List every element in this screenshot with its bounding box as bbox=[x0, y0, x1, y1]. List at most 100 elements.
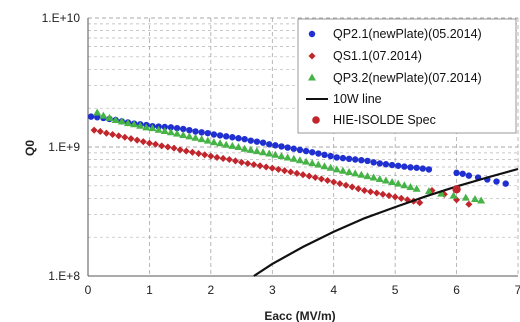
data-point bbox=[246, 145, 255, 153]
data-point bbox=[231, 157, 239, 165]
data-point bbox=[375, 174, 384, 182]
data-point bbox=[459, 170, 466, 177]
data-point bbox=[176, 146, 184, 154]
data-point bbox=[182, 147, 190, 155]
data-point bbox=[453, 169, 460, 177]
data-point bbox=[266, 141, 273, 148]
y-tick-label: 1.E+10 bbox=[42, 11, 81, 25]
data-point bbox=[465, 200, 473, 208]
x-tick-label: 5 bbox=[392, 283, 399, 297]
legend-marker-qp32 bbox=[308, 73, 316, 81]
data-point bbox=[354, 185, 362, 193]
data-point bbox=[166, 128, 175, 136]
data-point bbox=[250, 161, 258, 169]
data-point bbox=[351, 169, 360, 177]
data-point bbox=[379, 190, 387, 198]
data-point bbox=[105, 113, 114, 121]
data-point bbox=[241, 135, 248, 143]
data-point bbox=[373, 189, 381, 197]
data-point bbox=[419, 165, 426, 172]
data-point bbox=[272, 142, 279, 149]
data-point bbox=[416, 199, 424, 207]
data-point bbox=[287, 168, 295, 176]
legend-label-qp32: QP3.2(newPlate)(07.2014) bbox=[333, 71, 482, 85]
data-point bbox=[152, 140, 160, 148]
data-point bbox=[317, 175, 325, 183]
data-point bbox=[302, 157, 311, 165]
data-point bbox=[363, 172, 372, 180]
data-point bbox=[133, 136, 141, 144]
legend-label-qs11: QS1.1(07.2014) bbox=[333, 49, 422, 63]
data-point bbox=[358, 157, 365, 164]
data-point bbox=[345, 168, 354, 176]
data-point bbox=[289, 154, 298, 162]
x-axis-title: Eacc (MV/m) bbox=[264, 309, 335, 322]
data-point bbox=[216, 139, 225, 147]
data-point bbox=[154, 125, 163, 133]
x-tick-label: 4 bbox=[330, 283, 337, 297]
data-point bbox=[413, 164, 420, 171]
data-point bbox=[262, 163, 270, 171]
data-point bbox=[99, 111, 108, 119]
data-point bbox=[145, 139, 153, 147]
data-point bbox=[342, 181, 350, 189]
data-point bbox=[136, 121, 145, 129]
data-point bbox=[308, 159, 317, 167]
data-series bbox=[87, 108, 519, 277]
data-point bbox=[305, 172, 313, 180]
data-point bbox=[247, 137, 254, 144]
data-point bbox=[96, 127, 104, 135]
legend-box bbox=[297, 18, 517, 134]
x-tick-labels: 0 1 2 3 4 5 6 7 bbox=[85, 283, 520, 297]
data-point bbox=[391, 193, 399, 201]
data-point bbox=[400, 181, 409, 189]
data-point bbox=[339, 154, 347, 162]
data-point bbox=[452, 185, 461, 194]
data-point bbox=[203, 136, 212, 144]
data-point bbox=[315, 150, 322, 157]
data-point bbox=[407, 164, 414, 171]
data-point bbox=[195, 149, 203, 158]
data-point bbox=[180, 125, 187, 133]
data-point bbox=[238, 158, 246, 166]
data-point bbox=[127, 135, 135, 143]
data-point bbox=[188, 148, 196, 156]
data-point bbox=[465, 172, 473, 179]
y-tick-label: 1.E+8 bbox=[48, 269, 80, 283]
data-point bbox=[207, 152, 215, 160]
data-point bbox=[102, 129, 110, 137]
data-point bbox=[210, 131, 218, 138]
data-point bbox=[223, 133, 230, 140]
y-axis-title: Q0 bbox=[23, 140, 37, 156]
data-point bbox=[345, 155, 353, 163]
data-point bbox=[449, 191, 458, 199]
data-point bbox=[394, 179, 403, 187]
data-point bbox=[283, 153, 292, 161]
data-point bbox=[352, 156, 359, 163]
data-point bbox=[229, 134, 236, 141]
data-point bbox=[209, 138, 218, 146]
data-point bbox=[357, 170, 366, 178]
data-point bbox=[277, 152, 286, 160]
data-point bbox=[252, 147, 261, 155]
series-line-10w bbox=[253, 167, 519, 277]
data-point bbox=[424, 187, 433, 195]
y-tick-label: 1.E+9 bbox=[48, 140, 80, 154]
data-point bbox=[324, 176, 332, 185]
data-point bbox=[192, 128, 199, 135]
data-point bbox=[274, 165, 282, 173]
data-point bbox=[461, 193, 470, 201]
data-point bbox=[284, 144, 291, 151]
data-point bbox=[314, 160, 323, 168]
data-point bbox=[369, 173, 378, 181]
data-point bbox=[139, 138, 147, 146]
data-point bbox=[235, 135, 242, 142]
data-point bbox=[302, 147, 310, 155]
data-point bbox=[326, 163, 335, 171]
x-tick-label: 3 bbox=[269, 283, 276, 297]
data-point bbox=[388, 178, 397, 186]
data-point bbox=[299, 171, 307, 179]
data-point bbox=[259, 148, 268, 156]
data-point bbox=[115, 132, 123, 140]
data-point bbox=[228, 141, 237, 149]
